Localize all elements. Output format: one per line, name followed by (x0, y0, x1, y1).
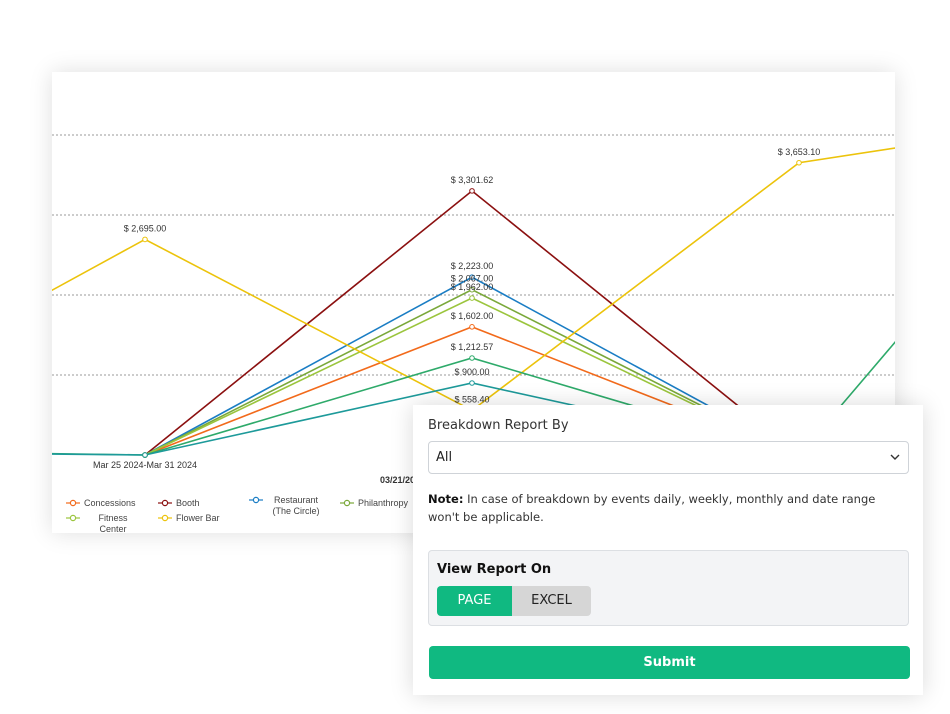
data-label: $ 1,212.57 (451, 342, 494, 352)
point-marker (469, 295, 475, 301)
legend-marker (249, 496, 263, 504)
data-label: $ 3,653.10 (778, 147, 821, 157)
data-label: $ 2,223.00 (451, 261, 494, 271)
legend-item[interactable]: Concessions (66, 498, 136, 509)
legend-label: Philanthropy (358, 498, 409, 508)
point-marker (142, 236, 148, 243)
data-label: $ 2,067.00 (451, 274, 494, 284)
point-marker (469, 380, 475, 386)
data-label: $ 900.00 (454, 367, 489, 377)
view-heading: View Report On (437, 562, 552, 577)
x-tick-label: Mar 25 2024-Mar 31 2024 (93, 460, 197, 470)
point-marker (796, 159, 802, 166)
option-button[interactable]: PAGE (437, 586, 512, 616)
legend-label: Flower Bar (176, 513, 220, 523)
legend-label: Booth (176, 498, 200, 508)
legend-label: Fitness Center (98, 513, 128, 533)
legend-item[interactable]: Philanthropy (340, 498, 408, 509)
point-marker (469, 188, 475, 194)
note-text: In case of breakdown by events daily, we… (428, 492, 876, 524)
data-label: $ 3,301.62 (451, 175, 494, 185)
point-marker (469, 324, 475, 330)
legend: Concessions Booth Restaurant (The Circle) P… (66, 495, 446, 533)
data-label: $ 2,695.00 (124, 223, 167, 233)
view-box: View Report On PAGE EXCEL (428, 550, 909, 626)
chevron-icon (890, 454, 900, 460)
legend-marker (66, 514, 80, 522)
point-marker (469, 355, 475, 361)
note-label: Note: (428, 492, 464, 506)
submit-button[interactable]: Submit (429, 646, 910, 679)
legend-item[interactable]: Booth (158, 498, 200, 509)
legend-label: Restaurant (The Circle) (272, 495, 320, 516)
data-label: $ 558.40 (454, 394, 489, 404)
report-panel: Breakdown Report By All Note: In case of… (413, 405, 923, 695)
breakdown-select[interactable]: All (428, 441, 909, 474)
legend-item[interactable]: Fitness Center (66, 513, 142, 533)
data-label: $ 1,602.00 (451, 311, 494, 321)
select-value: All (436, 450, 453, 465)
legend-marker (66, 499, 80, 507)
point-marker (142, 452, 148, 458)
note: Note: In case of breakdown by events dai… (428, 490, 898, 526)
legend-item[interactable]: Restaurant (The Circle) (249, 495, 325, 517)
option-button[interactable]: EXCEL (512, 586, 591, 616)
legend-marker (340, 499, 354, 507)
field-label: Breakdown Report By (428, 418, 569, 433)
legend-label: Concessions (84, 498, 136, 508)
legend-item[interactable]: Flower Bar (158, 513, 220, 524)
data-label: $ 1,962.00 (451, 282, 494, 292)
x-tick-label: 03/21/20 (380, 475, 415, 485)
legend-marker (158, 514, 172, 522)
point-marker (469, 286, 475, 293)
point-marker (469, 274, 475, 280)
legend-marker (158, 499, 172, 507)
